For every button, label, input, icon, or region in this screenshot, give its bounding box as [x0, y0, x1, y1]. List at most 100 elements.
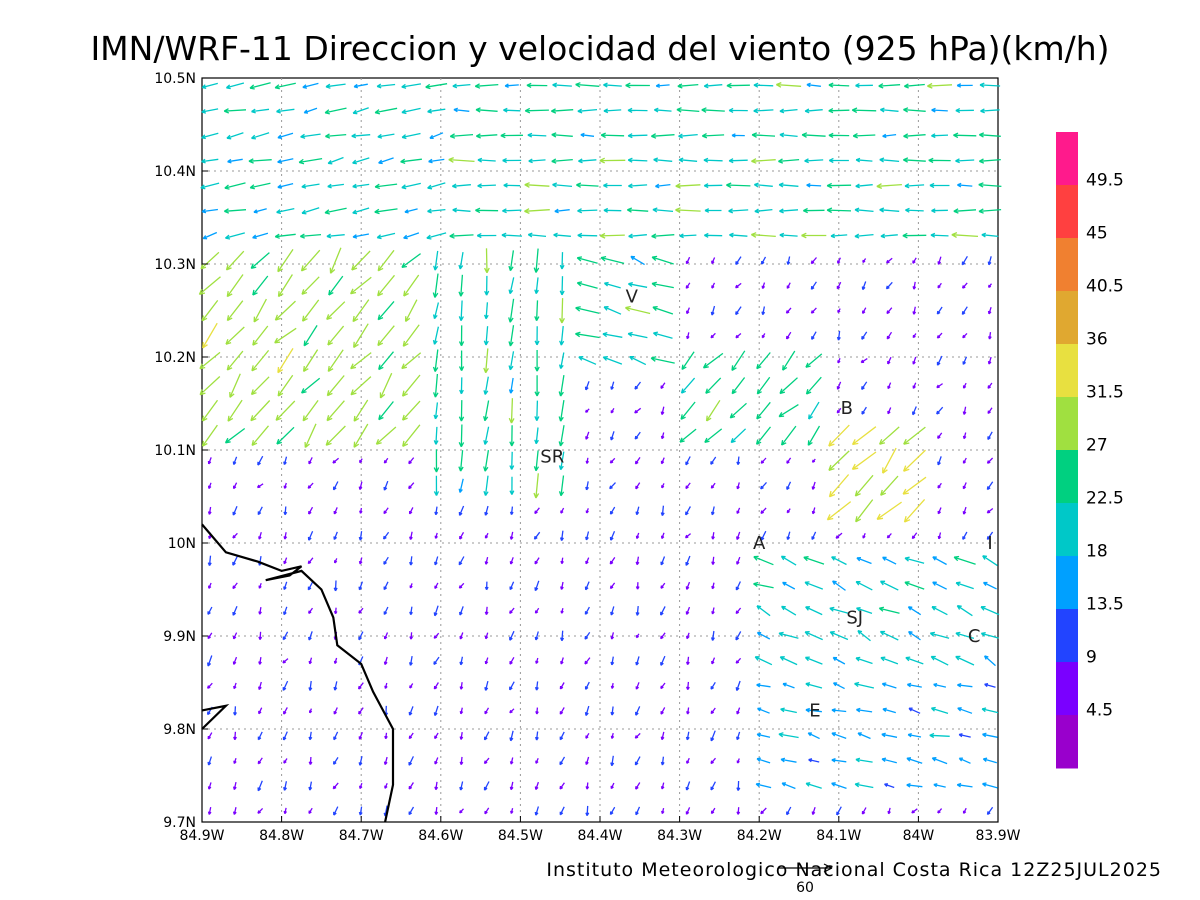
wind-arrow: [710, 305, 716, 316]
wind-arrow: [427, 108, 446, 114]
wind-arrow: [782, 581, 796, 590]
wind-arrow: [862, 532, 866, 539]
wind-arrow: [458, 251, 464, 270]
wind-arrow: [855, 83, 873, 88]
wind-arrow: [786, 508, 791, 514]
wind-arrow: [253, 298, 267, 323]
coastline-segment: [201, 704, 230, 730]
wind-arrow: [851, 107, 877, 114]
wind-arrow: [584, 657, 591, 665]
wind-arrow: [327, 183, 344, 189]
wind-arrow: [503, 107, 521, 113]
reference-arrow-head: [823, 863, 833, 873]
x-tick-label: 84.4W: [577, 828, 622, 844]
wind-arrow: [449, 233, 474, 239]
wind-arrow: [653, 157, 673, 163]
wind-arrow: [308, 680, 313, 691]
wind-arrow: [508, 325, 515, 347]
wind-arrow: [483, 449, 490, 472]
wind-arrow: [703, 157, 723, 163]
wind-arrow: [508, 250, 515, 272]
wind-arrow: [332, 481, 339, 491]
wind-arrow: [433, 402, 439, 420]
wind-arrow: [559, 756, 566, 766]
wind-arrow: [358, 732, 364, 740]
wind-arrow: [477, 157, 496, 163]
wind-arrow: [603, 108, 622, 114]
colorbar-segment: [1056, 503, 1078, 557]
wind-arrow: [930, 232, 949, 238]
wind-arrow: [459, 756, 464, 766]
wind-arrow: [425, 83, 448, 90]
wind-arrow: [334, 558, 338, 564]
wind-arrow: [550, 108, 574, 114]
wind-arrow: [350, 352, 372, 370]
wind-arrow: [401, 352, 422, 370]
wind-arrow: [233, 682, 237, 690]
wind-arrow: [551, 132, 573, 138]
wind-arrow: [728, 208, 749, 214]
wind-arrow: [711, 257, 716, 265]
wind-arrow: [377, 325, 395, 347]
wind-arrow: [433, 449, 440, 473]
wind-arrow: [836, 407, 842, 414]
wind-arrow: [981, 232, 999, 238]
wind-arrow: [635, 782, 641, 790]
wind-arrow: [559, 731, 565, 741]
wind-arrow: [987, 256, 992, 266]
wind-arrow: [660, 406, 665, 416]
wind-arrow: [912, 281, 917, 290]
wind-arrow: [956, 83, 973, 88]
wind-arrow: [735, 680, 741, 692]
wind-arrow: [509, 781, 514, 791]
wind-arrow: [679, 428, 697, 443]
wind-arrow: [826, 207, 852, 214]
wind-arrow: [258, 681, 262, 691]
wind-arrow: [384, 732, 388, 740]
wind-arrow: [357, 682, 364, 690]
wind-arrow: [585, 557, 590, 565]
wind-arrow: [735, 581, 741, 591]
wind-arrow: [308, 607, 314, 614]
wind-arrow: [207, 555, 212, 567]
wind-arrow: [358, 806, 363, 816]
colorbar-segment: [1056, 132, 1078, 186]
wind-arrow: [987, 307, 992, 315]
wind-arrow: [978, 132, 1001, 138]
wind-arrow: [903, 133, 926, 139]
wind-arrow: [325, 83, 346, 89]
wind-arrow: [978, 182, 1002, 188]
wind-arrow: [624, 305, 651, 315]
wind-arrow: [660, 432, 665, 440]
wind-arrow: [307, 557, 314, 565]
wind-arrow: [433, 475, 440, 496]
wind-arrow: [458, 505, 465, 516]
wind-arrow: [937, 256, 942, 265]
wind-arrow: [232, 555, 238, 566]
wind-arrow: [635, 806, 641, 816]
wind-arrow: [250, 400, 271, 422]
wind-arrow: [760, 457, 767, 464]
wind-arrow: [937, 482, 942, 489]
wind-arrow: [201, 208, 218, 214]
wind-arrow: [984, 682, 996, 688]
wind-arrow: [661, 483, 665, 489]
wind-arrow: [805, 376, 822, 395]
wind-arrow: [711, 556, 715, 565]
wind-arrow: [805, 682, 823, 689]
wind-arrow: [358, 481, 363, 491]
wind-arrow: [856, 707, 873, 713]
wind-arrow: [786, 806, 792, 816]
wind-arrow: [383, 556, 389, 565]
wind-arrow: [805, 707, 822, 713]
wind-arrow: [956, 782, 973, 788]
wind-arrow: [433, 250, 439, 271]
wind-arrow: [686, 332, 690, 340]
wind-arrow: [233, 706, 237, 716]
wind-arrow: [378, 157, 394, 165]
wind-arrow: [509, 757, 514, 765]
wind-arrow: [383, 457, 389, 464]
wind-arrow: [851, 451, 877, 470]
wind-arrow: [207, 606, 213, 615]
